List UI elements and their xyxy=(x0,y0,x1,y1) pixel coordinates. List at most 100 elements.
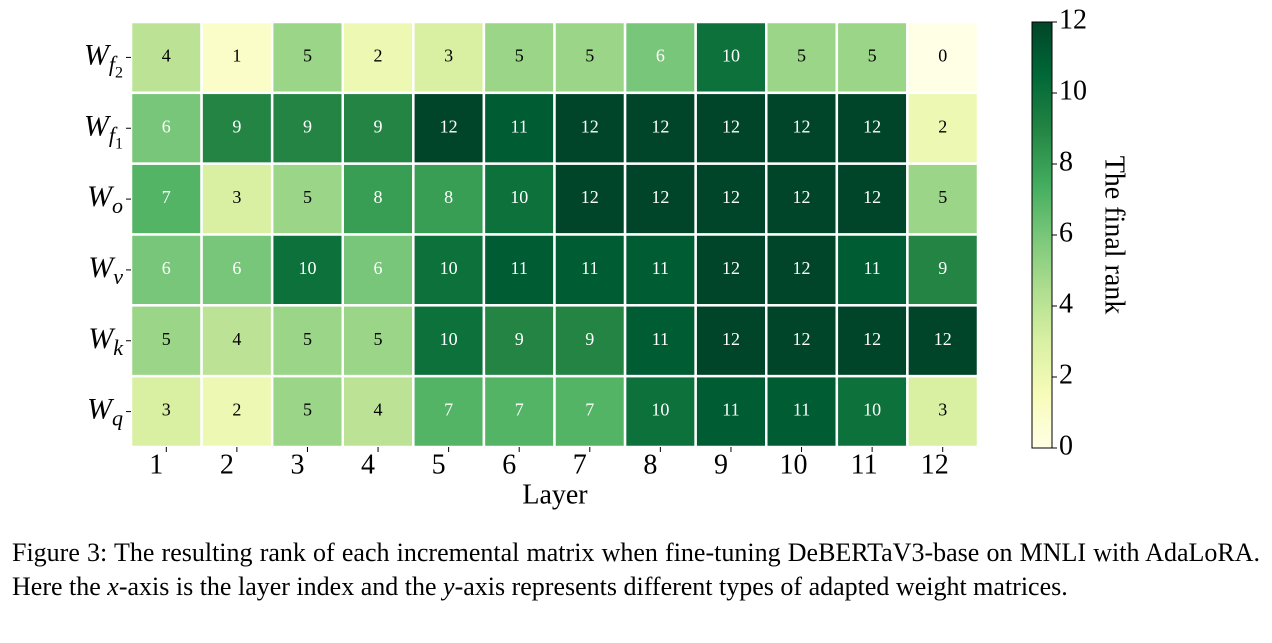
cell-label: 5 xyxy=(374,329,383,349)
cell-label: 10 xyxy=(863,400,881,420)
cell xyxy=(341,374,415,449)
cell-label: 12 xyxy=(863,187,881,207)
x-tick-label: 3 xyxy=(290,449,304,480)
y-label-subsub: 1 xyxy=(115,135,123,152)
colorbar-tick-label: 8 xyxy=(1059,146,1073,177)
x-tick-label: 6 xyxy=(502,449,516,480)
cell-label: 8 xyxy=(374,187,383,207)
cell xyxy=(129,304,203,378)
cell-label: 12 xyxy=(863,329,881,349)
cell-label: 12 xyxy=(793,329,811,349)
cell-label: 7 xyxy=(585,400,594,420)
cell xyxy=(482,20,556,95)
cell-label: 12 xyxy=(934,329,952,349)
cell-label: 7 xyxy=(515,400,524,420)
caption-part: y xyxy=(443,572,455,601)
cell-label: 9 xyxy=(374,116,383,136)
cell-label: 5 xyxy=(938,187,947,207)
colorbar-tick-label: 10 xyxy=(1059,75,1087,106)
cell-label: 9 xyxy=(938,258,947,278)
cell xyxy=(412,162,486,236)
cell xyxy=(553,162,627,236)
cell-label: 7 xyxy=(444,400,453,420)
cell-label: 10 xyxy=(651,400,669,420)
y-label-base: W xyxy=(88,251,116,284)
y-label-sub: k xyxy=(113,335,124,360)
cell-label: 6 xyxy=(162,116,171,136)
y-label-base: W xyxy=(84,38,112,71)
caption-part: -axis is the layer index and the xyxy=(118,572,444,601)
cell-label: 6 xyxy=(374,258,383,278)
cell xyxy=(129,374,203,449)
cell-label: 7 xyxy=(162,187,171,207)
cell xyxy=(623,20,697,95)
y-label-base: W xyxy=(88,322,116,355)
cell-label: 6 xyxy=(162,258,171,278)
y-label-sub: v xyxy=(113,264,123,289)
cell-label: 5 xyxy=(303,329,312,349)
cell xyxy=(835,91,909,165)
x-tick-label: 9 xyxy=(714,449,728,480)
cell xyxy=(694,233,768,307)
cell xyxy=(553,304,627,378)
cell-label: 5 xyxy=(303,187,312,207)
cell xyxy=(694,91,768,165)
y-tick-label: Wq xyxy=(87,392,123,430)
cell-label: 5 xyxy=(515,46,524,66)
cell-label: 5 xyxy=(162,329,171,349)
colorbar-tick-label: 6 xyxy=(1059,217,1073,248)
y-tick-label: Wk xyxy=(88,322,124,360)
cell-label: 3 xyxy=(938,400,947,420)
cell xyxy=(765,91,839,165)
cell-label: 10 xyxy=(510,187,528,207)
cell xyxy=(200,91,274,165)
cell xyxy=(553,374,627,449)
cell-label: 12 xyxy=(722,258,740,278)
cell-label: 12 xyxy=(440,116,458,136)
cell-label: 6 xyxy=(232,258,241,278)
cell-label: 1 xyxy=(232,46,241,66)
cell-label: 6 xyxy=(656,46,665,66)
colorbar-label: The final rank xyxy=(1099,156,1130,315)
cell-label: 11 xyxy=(511,258,528,278)
cell xyxy=(623,304,697,378)
cell-label: 3 xyxy=(162,400,171,420)
cell xyxy=(482,304,556,378)
cell-label: 9 xyxy=(585,329,594,349)
cell xyxy=(412,304,486,378)
cell-label: 11 xyxy=(863,258,880,278)
cell xyxy=(835,304,909,378)
cell-label: 5 xyxy=(797,46,806,66)
x-tick-label: 5 xyxy=(432,449,446,480)
cell-label: 11 xyxy=(793,400,810,420)
cell-label: 11 xyxy=(652,258,669,278)
cell-label: 3 xyxy=(232,187,241,207)
cell-label: 12 xyxy=(651,116,669,136)
colorbar-tick-label: 4 xyxy=(1059,288,1073,319)
x-axis-label: Layer xyxy=(522,479,588,510)
colorbar-tick-label: 2 xyxy=(1059,359,1073,390)
cell-label: 5 xyxy=(585,46,594,66)
cell-label: 10 xyxy=(440,258,458,278)
cell-label: 11 xyxy=(511,116,528,136)
x-tick-label: 10 xyxy=(780,449,808,480)
cell-label: 12 xyxy=(722,329,740,349)
colorbar-tick-label: 0 xyxy=(1059,430,1073,461)
cell-label: 2 xyxy=(938,116,947,136)
y-label-sub: o xyxy=(112,193,123,218)
cell xyxy=(553,91,627,165)
x-tick-label: 2 xyxy=(220,449,234,480)
cell xyxy=(412,91,486,165)
cell-label: 9 xyxy=(232,116,241,136)
cell-label: 11 xyxy=(722,400,739,420)
y-tick-label: Wv xyxy=(88,251,123,289)
x-tick-label: 7 xyxy=(573,449,587,480)
cell-label: 5 xyxy=(303,46,312,66)
y-label-sub: q xyxy=(112,406,123,431)
cell-label: 5 xyxy=(868,46,877,66)
cell xyxy=(906,233,980,307)
caption: Figure 3: The resulting rank of each inc… xyxy=(12,536,1260,604)
cell xyxy=(270,162,344,236)
y-label-sub: f xyxy=(109,122,118,147)
cell-label: 4 xyxy=(232,329,241,349)
